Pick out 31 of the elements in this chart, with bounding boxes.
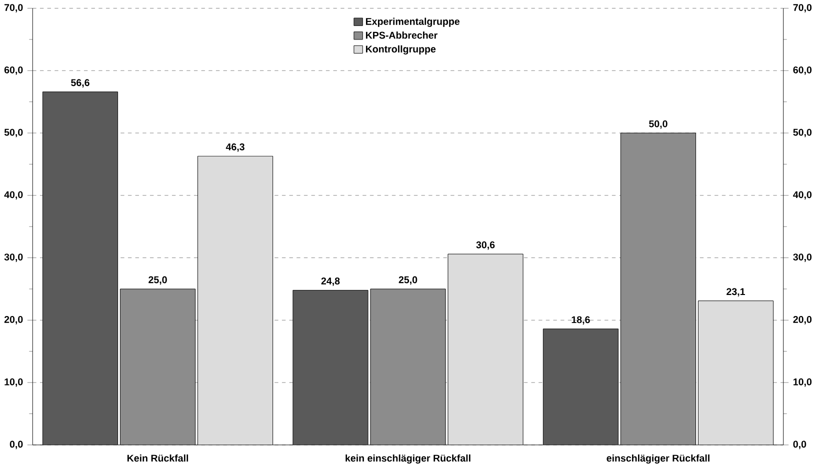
data-label: 56,6 [71, 79, 90, 88]
y2-tick-label: 20,0 [4, 316, 23, 324]
x-tick-label: Kein Rückfall [127, 454, 188, 462]
data-label: 25,0 [148, 276, 167, 285]
y-tick-label: 0,0 [793, 440, 806, 450]
y2-tick-label: 0,0 [10, 440, 23, 450]
y2-tick-label: 60,0 [4, 66, 23, 75]
legend-label: Kontrollgruppe [366, 45, 436, 55]
data-label: 46,3 [226, 144, 244, 152]
y-tick-label: 70,0 [793, 4, 812, 13]
x-tick-label: einschlägiger Rückfall [606, 454, 710, 464]
y2-tick-label: 40,0 [4, 191, 23, 200]
legend-label: KPS-Abbrecher [366, 32, 438, 39]
data-label: 24,8 [321, 278, 340, 286]
data-label: 18,6 [572, 316, 590, 325]
data-label: 25,0 [398, 276, 418, 285]
y-tick-label: 30,0 [793, 254, 812, 262]
data-label: 23,1 [726, 288, 745, 297]
legend-label: Experimentalgruppe [366, 18, 460, 28]
data-label: 30,6 [476, 242, 495, 250]
y-tick-label: 10,0 [794, 378, 812, 387]
y2-tick-label: 10,0 [4, 378, 23, 387]
y2-tick-label: 30,0 [4, 254, 23, 262]
y2-tick-label: 70,0 [4, 4, 23, 13]
y2-tick-label: 50,0 [4, 128, 23, 138]
x-tick-label: kein einschlägiger Rückfall [346, 454, 470, 464]
y-tick-label: 40,0 [793, 191, 812, 200]
y-tick-label: 20,0 [793, 316, 812, 324]
y-tick-label: 60,0 [793, 66, 812, 75]
y-tick-label: 50,0 [793, 128, 812, 138]
data-label: 50,0 [649, 120, 668, 129]
